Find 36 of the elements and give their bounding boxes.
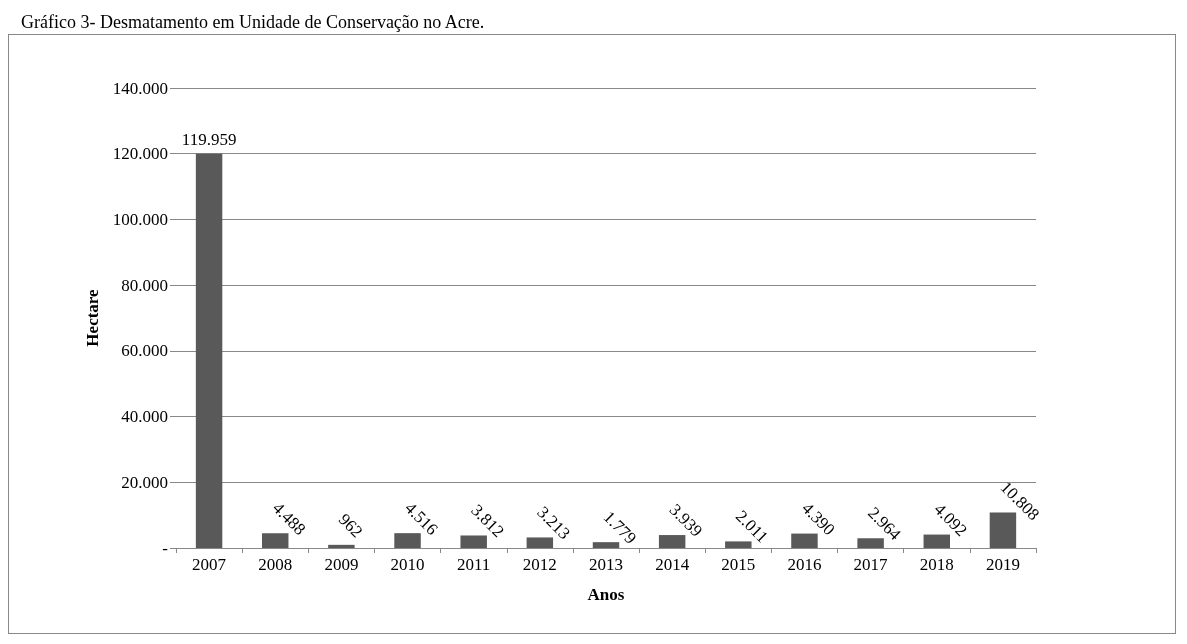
data-label: 119.959 bbox=[181, 129, 237, 149]
bar bbox=[791, 533, 818, 548]
bar bbox=[328, 544, 355, 548]
x-tick-label: 2019 bbox=[985, 555, 1020, 574]
bar bbox=[394, 533, 421, 548]
y-tick-label: 140.000 bbox=[112, 78, 168, 98]
y-tick-label: 120.000 bbox=[112, 144, 168, 164]
y-tick-label: 20.000 bbox=[121, 472, 168, 492]
x-tick-label: 2008 bbox=[258, 555, 293, 574]
y-tick-label: 100.000 bbox=[112, 209, 168, 229]
chart-title: Gráfico 3- Desmatamento em Unidade de Conservação no Acre. bbox=[21, 12, 485, 32]
x-tick-label: 2010 bbox=[390, 555, 425, 574]
x-tick-label: 2014 bbox=[655, 555, 690, 574]
bar bbox=[592, 542, 620, 548]
bar bbox=[195, 153, 223, 548]
x-tick-label: 2017 bbox=[853, 555, 889, 574]
data-label: 962 bbox=[335, 509, 367, 542]
bar bbox=[526, 537, 554, 548]
y-tick-label: - bbox=[162, 538, 169, 558]
x-tick-label: 2015 bbox=[721, 555, 756, 574]
bar bbox=[725, 541, 752, 548]
bar bbox=[857, 538, 884, 548]
x-tick-label: 2018 bbox=[919, 555, 954, 574]
y-tick-label: 80.000 bbox=[121, 275, 168, 295]
x-tick-label: 2009 bbox=[324, 555, 359, 574]
x-tick-label: 2013 bbox=[589, 555, 623, 574]
bar bbox=[262, 533, 289, 548]
y-tick-label: 60.000 bbox=[121, 341, 168, 361]
x-tick-label: 2016 bbox=[787, 555, 822, 574]
y-axis-title: Hectare bbox=[83, 288, 102, 347]
x-axis-title: Anos bbox=[587, 585, 625, 604]
x-tick-label: 2011 bbox=[457, 555, 491, 574]
y-tick-label: 40.000 bbox=[121, 407, 168, 427]
x-tick-label: 2012 bbox=[522, 555, 557, 574]
bar bbox=[658, 535, 686, 548]
x-tick-label: 2007 bbox=[192, 555, 227, 574]
